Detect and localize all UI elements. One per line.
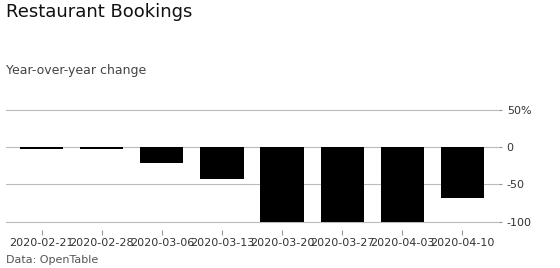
- Bar: [260, 147, 304, 222]
- Text: Restaurant Bookings: Restaurant Bookings: [6, 3, 192, 21]
- Bar: [441, 147, 484, 198]
- Bar: [200, 147, 244, 179]
- Bar: [381, 147, 424, 222]
- Bar: [140, 147, 184, 163]
- Bar: [320, 147, 364, 222]
- Bar: [20, 147, 63, 148]
- Bar: [80, 147, 123, 149]
- Text: Data: OpenTable: Data: OpenTable: [6, 255, 98, 265]
- Text: Year-over-year change: Year-over-year change: [6, 64, 146, 77]
